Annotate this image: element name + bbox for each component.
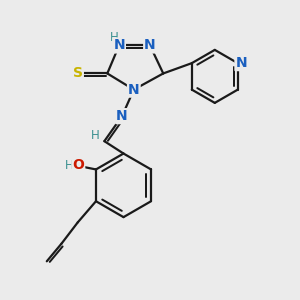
Text: S: S [73, 66, 83, 80]
Text: H: H [65, 158, 74, 172]
Text: O: O [72, 158, 84, 172]
Text: N: N [236, 56, 247, 70]
Text: N: N [144, 38, 156, 52]
Text: N: N [113, 38, 125, 52]
Text: H: H [91, 129, 99, 142]
Text: N: N [116, 109, 128, 123]
Text: N: N [128, 82, 140, 97]
Text: H: H [110, 31, 118, 44]
